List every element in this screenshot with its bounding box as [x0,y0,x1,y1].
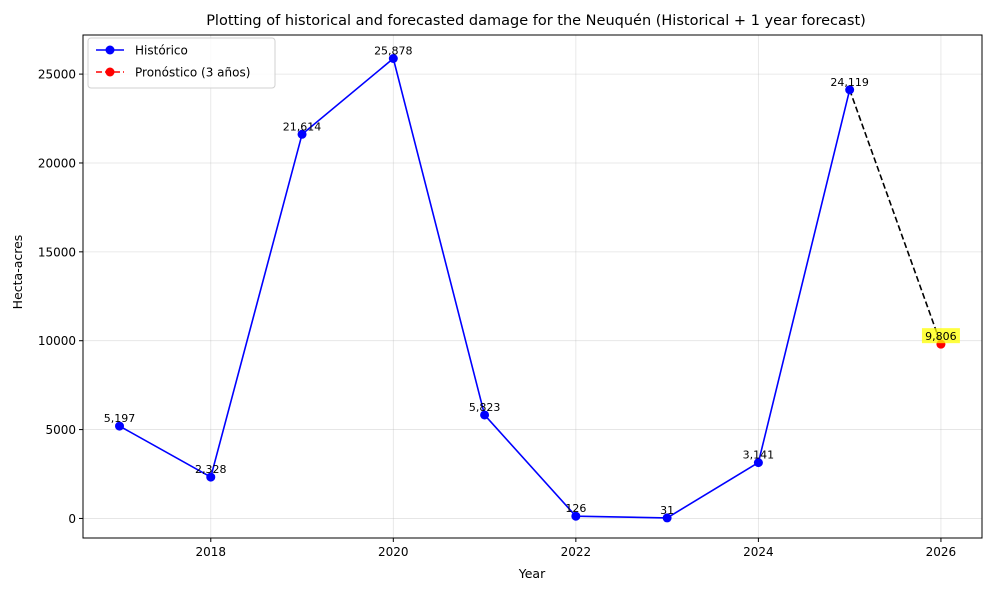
y-tick-label: 15000 [38,245,76,259]
data-point-historico [480,410,490,420]
legend-label-historico: Histórico [135,44,188,58]
data-label-pronostico: 9,806 [925,330,957,343]
tick-labels: 2018 2020 2022 2024 2026 0 5000 10000 15000 20000… [38,68,956,559]
data-labels: 5,197 2,328 21,614 25,878 5,823 126 31 3,141 24,… [104,44,960,517]
legend-item-pronostico: Pronóstico (3 años) [96,66,250,80]
plot-area: 5,197 2,328 21,614 25,878 5,823 126 31 3,141 24,… [83,35,982,538]
forecast-label-highlight [921,328,960,344]
series-line-pronostico [848,89,942,345]
legend-marker-pronostico [105,67,115,77]
legend-box [87,37,276,89]
legend-marker-historico [105,45,115,55]
data-point-historico [662,513,672,523]
x-tick-label: 2020 [378,545,409,559]
y-tick-label: 10000 [38,334,76,348]
series-line-historico [119,57,851,519]
x-tick-label: 2026 [926,545,957,559]
x-tick-label: 2018 [196,545,227,559]
data-label-historico: 25,878 [374,44,413,57]
chart-title: Plotting of historical and forecasted da… [206,13,866,29]
data-point-historico [388,53,398,63]
data-point-historico [571,511,581,521]
data-label-historico: 24,119 [830,76,869,89]
y-tick-label: 25000 [38,68,76,82]
legend-label-pronostico: Pronóstico (3 años) [135,66,250,80]
data-label-historico: 126 [565,502,586,515]
legend-item-historico: Histórico [96,44,188,58]
axes [79,34,983,542]
data-point-historico [115,421,125,431]
data-label-historico: 21,614 [283,120,322,133]
data-label-historico: 2,328 [195,463,227,476]
data-markers [115,53,946,523]
axes-frame [82,34,983,539]
series-lines [119,57,942,519]
x-axis-label: Year [518,566,546,581]
data-point-historico [297,129,307,139]
data-point-historico [753,458,763,468]
y-tick-label: 5000 [45,423,76,437]
data-label-historico: 5,823 [469,401,501,414]
data-label-historico: 3,141 [743,449,775,462]
data-label-historico: 5,197 [104,412,136,425]
x-tick-label: 2022 [561,545,592,559]
y-axis-label: Hecta-acres [10,235,25,310]
y-tick-label: 20000 [38,156,76,170]
data-point-historico [206,472,216,482]
data-label-historico: 31 [660,504,674,517]
x-tick-label: 2024 [743,545,774,559]
y-tick-label: 0 [68,512,76,526]
legend: Histórico Pronóstico (3 años) [87,37,276,89]
data-point-historico [845,85,855,95]
